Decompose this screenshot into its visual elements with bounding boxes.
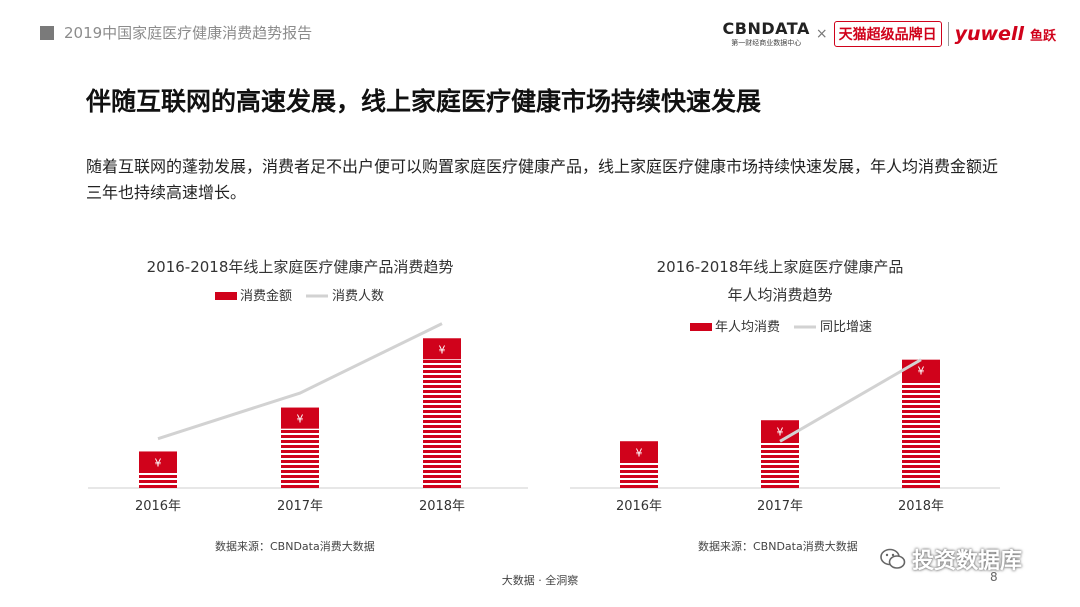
bar-currency-mark: ¥ — [439, 343, 446, 356]
data-source: 数据来源：CBNData消费大数据 — [698, 539, 858, 553]
cbndata-logo-text: CBNDATA — [722, 19, 810, 38]
x-tick-label: 2017年 — [757, 499, 803, 514]
cbndata-logo-subtext: 第一财经商业数据中心 — [731, 39, 802, 47]
series-line — [779, 358, 922, 443]
logo-divider — [947, 22, 949, 46]
legend-bar-label: 年人均消费 — [715, 320, 780, 335]
bar-currency-mark: ¥ — [777, 425, 784, 438]
legend-line-label: 消费人数 — [332, 289, 384, 304]
yuwell-logo-cn: 鱼跃 — [1029, 28, 1056, 44]
x-tick-label: 2018年 — [419, 499, 465, 514]
series-line — [157, 322, 443, 441]
bar-currency-mark: ¥ — [155, 456, 162, 469]
legend-bar-swatch — [215, 292, 237, 300]
wechat-icon — [880, 548, 906, 569]
legend-line-label: 同比增速 — [820, 320, 872, 335]
x-tick-label: 2016年 — [616, 499, 662, 514]
footer-slogan: 大数据 · 全洞察 — [501, 574, 579, 587]
logo-cross: × — [815, 26, 828, 42]
brand-logos: CBNDATA 第一财经商业数据中心 × 天猫超级品牌日 yuwell 鱼跃 — [723, 18, 1056, 50]
data-source: 数据来源：CBNData消费大数据 — [215, 539, 375, 553]
bar-currency-mark: ¥ — [636, 446, 643, 459]
x-tick-label: 2018年 — [898, 499, 944, 514]
page-number: 8 — [990, 570, 998, 584]
bar-currency-mark: ¥ — [918, 365, 925, 378]
wechat-account-label: 投资数据库 — [912, 549, 1023, 574]
yuwell-logo: yuwell — [954, 23, 1024, 45]
tmall-logo: 天猫超级品牌日 — [833, 21, 942, 47]
bar-cap — [281, 407, 319, 429]
bar-cap — [620, 441, 658, 463]
report-title: 2019中国家庭医疗健康消费趋势报告 — [64, 24, 313, 42]
wechat-watermark: 投资数据库 — [880, 543, 1022, 575]
chart-title: 2016-2018年线上家庭医疗健康产品消费趋势 — [147, 258, 454, 276]
x-tick-label: 2016年 — [135, 499, 181, 514]
bar — [423, 338, 461, 488]
bar-cap — [423, 338, 461, 360]
headline: 伴随互联网的高速发展，线上家庭医疗健康市场持续快速发展 — [86, 87, 762, 116]
x-tick-label: 2017年 — [277, 499, 323, 514]
bar-cap — [139, 451, 177, 473]
legend-bar-swatch — [690, 323, 712, 331]
body-text: 随着互联网的蓬勃发展，消费者足不出户便可以购置家庭医疗健康产品，线上家庭医疗健康… — [86, 157, 999, 202]
bar-currency-mark: ¥ — [297, 413, 304, 426]
header-square — [40, 26, 54, 40]
legend-bar-label: 消费金额 — [240, 288, 292, 304]
bar — [902, 359, 940, 488]
chart-title-line2: 年人均消费趋势 — [727, 286, 832, 304]
cbndata-logo: CBNDATA 第一财经商业数据中心 — [723, 21, 810, 47]
chart-title: 2016-2018年线上家庭医疗健康产品 — [657, 258, 904, 276]
